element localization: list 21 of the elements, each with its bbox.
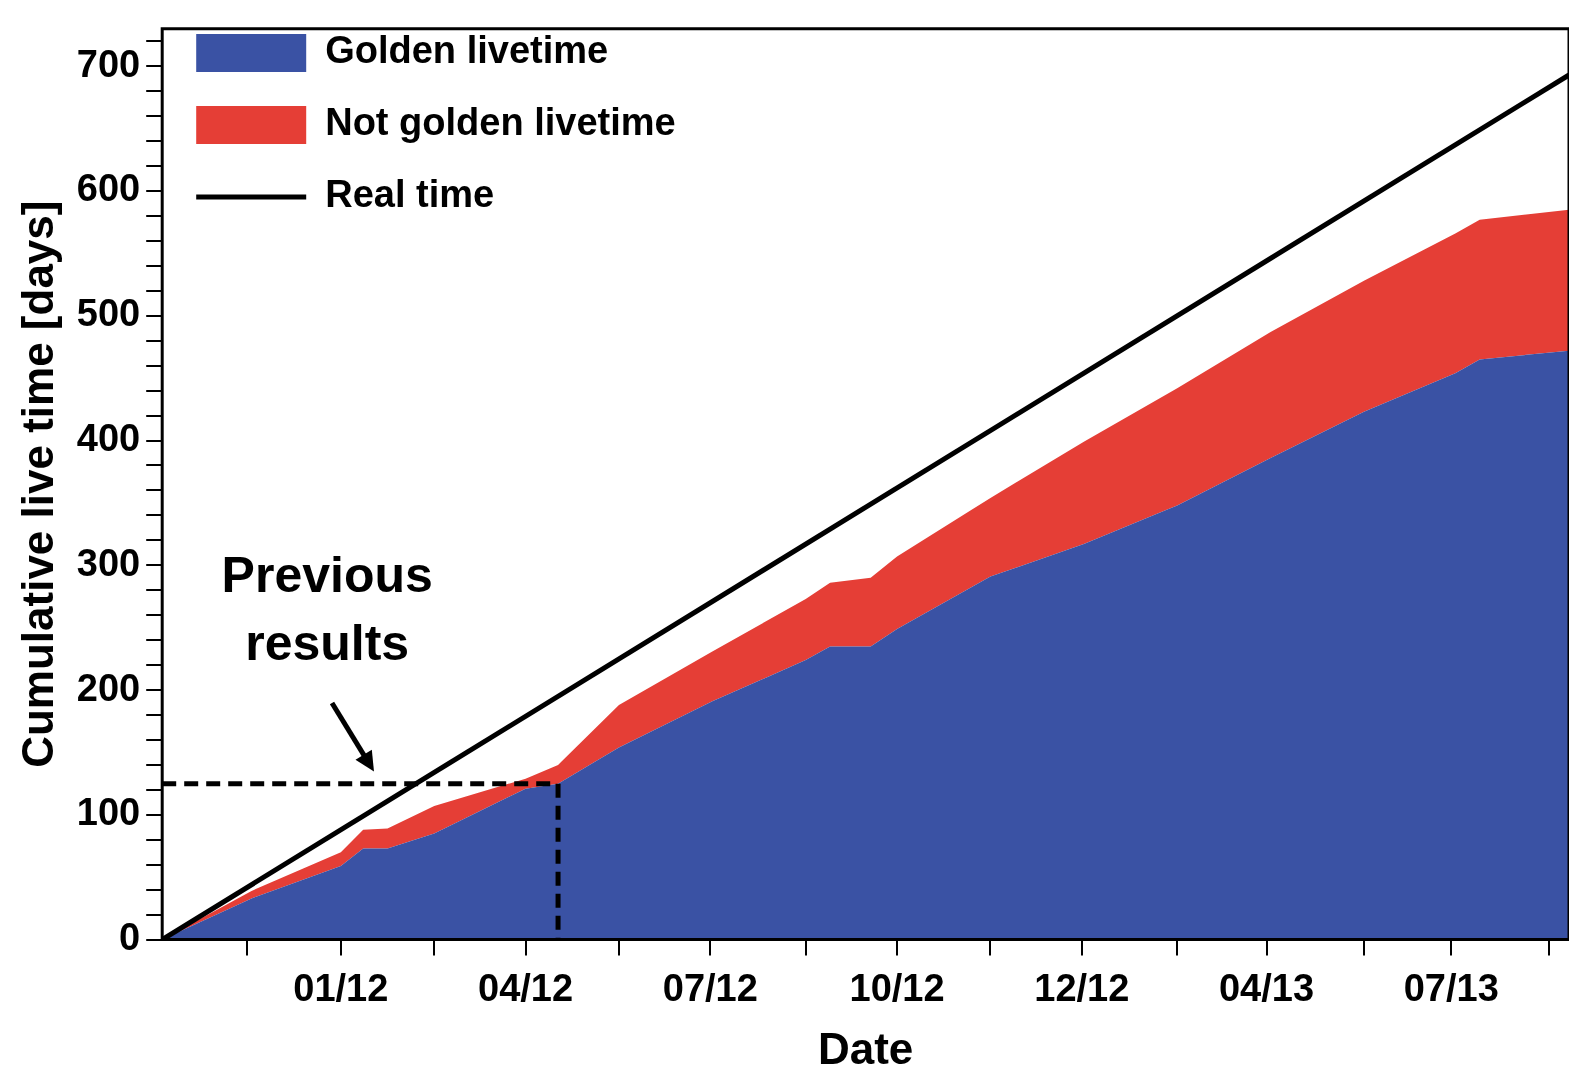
x-tick-label: 07/12 <box>662 966 758 1009</box>
y-tick-label: 300 <box>76 541 141 584</box>
y-tick-label: 600 <box>76 167 141 210</box>
y-tick-label: 500 <box>76 292 141 335</box>
x-tick-label: 10/12 <box>849 966 945 1009</box>
x-axis-title: Date <box>817 1023 914 1073</box>
x-tick-label: 01/12 <box>293 966 389 1009</box>
x-tick-label: 12/12 <box>1034 966 1130 1009</box>
legend-label: Golden livetime <box>325 29 609 72</box>
x-tick-label: 04/12 <box>478 966 574 1009</box>
y-tick-label: 400 <box>76 417 141 460</box>
annotation: Previous results <box>221 546 433 671</box>
y-tick-label: 100 <box>76 791 141 834</box>
y-tick-label: 200 <box>76 666 141 709</box>
x-tick-label: 07/13 <box>1403 966 1499 1009</box>
legend-label: Not golden livetime <box>325 101 676 144</box>
x-tick-label: 04/13 <box>1218 966 1315 1009</box>
legend-label: Real time <box>325 173 495 216</box>
y-axis-title: Cumulative live time [days] <box>12 200 62 768</box>
y-tick-label: 0 <box>119 916 141 959</box>
y-tick-label: 700 <box>76 42 141 85</box>
